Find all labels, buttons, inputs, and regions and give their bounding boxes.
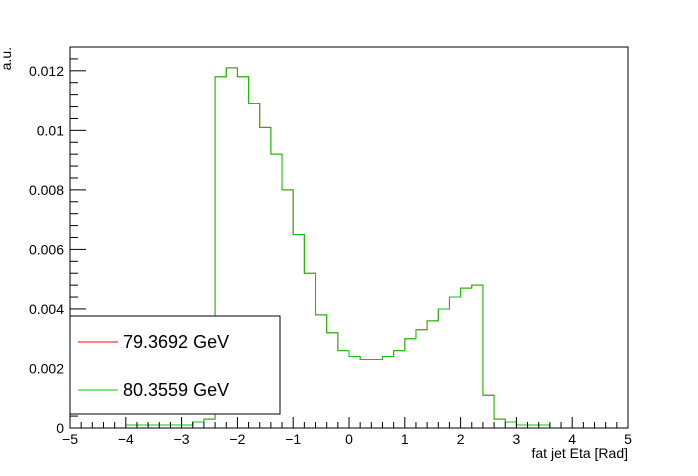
x-axis: −5 −4 −3 −2 −1 0 1 2 3 4 5 <box>62 417 632 447</box>
y-axis-title: a.u. <box>0 47 14 70</box>
legend-label-series-1: 79.3692 GeV <box>123 332 229 352</box>
x-tick-label: 4 <box>568 431 576 447</box>
x-tick-label: −5 <box>62 431 78 447</box>
x-tick-label: 5 <box>624 431 632 447</box>
x-tick-label: −3 <box>174 431 190 447</box>
y-tick-label: 0.008 <box>29 182 64 198</box>
x-axis-title: fat jet Eta [Rad] <box>532 445 629 461</box>
y-tick-label: 0.006 <box>29 241 64 257</box>
y-tick-label: 0.01 <box>37 122 64 138</box>
y-tick-label: 0.012 <box>29 63 64 79</box>
x-tick-label: 1 <box>401 431 409 447</box>
x-tick-label: −2 <box>229 431 245 447</box>
y-tick-label: 0 <box>56 420 64 436</box>
legend-label-series-2: 80.3559 GeV <box>123 380 229 400</box>
y-tick-label: 0.004 <box>29 301 64 317</box>
histogram-layer <box>125 67 573 429</box>
histogram-series-2 <box>125 67 573 429</box>
legend: 79.3692 GeV 80.3559 GeV <box>69 315 281 415</box>
x-tick-label: 2 <box>457 431 465 447</box>
x-tick-label: 3 <box>513 431 521 447</box>
x-tick-label: −4 <box>118 431 134 447</box>
x-tick-label: −1 <box>285 431 301 447</box>
y-tick-label: 0.002 <box>29 360 64 376</box>
x-tick-label: 0 <box>345 431 353 447</box>
legend-box <box>69 315 281 415</box>
